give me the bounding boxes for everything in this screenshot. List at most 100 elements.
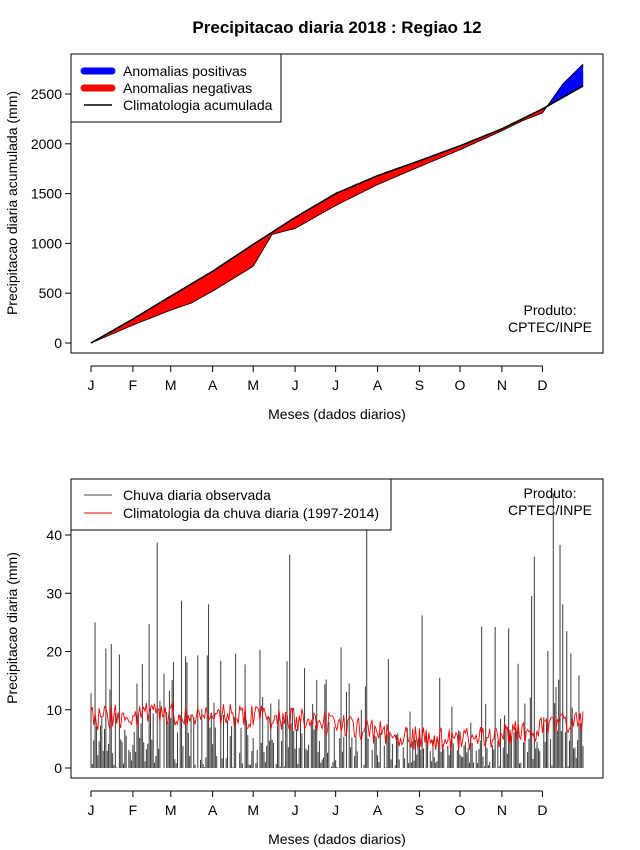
anomaly-segment	[340, 190, 343, 204]
x-tick-label: D	[537, 377, 547, 393]
x-tick-label: M	[247, 377, 259, 393]
legend-label-positive: Anomalias positivas	[123, 63, 247, 79]
anomaly-segment	[246, 247, 248, 271]
anomaly-segment	[154, 304, 157, 317]
anomaly-segment	[355, 184, 358, 196]
figure-title: Precipitacao diaria 2018 : Regiao 12	[192, 18, 481, 37]
anomaly-segment	[361, 181, 363, 194]
product-note-line2: CPTEC/INPE	[508, 319, 592, 335]
anomaly-segment	[339, 190, 342, 204]
anomaly-segment	[189, 283, 192, 304]
anomaly-segment	[382, 172, 385, 183]
anomaly-segment	[320, 201, 323, 215]
anomaly-segment	[309, 207, 312, 221]
anomaly-segment	[380, 173, 382, 184]
anomaly-segment	[351, 185, 354, 198]
anomaly-segment	[347, 187, 350, 200]
anomaly-segment	[331, 194, 334, 209]
anomaly-segment	[152, 305, 155, 318]
anomaly-segment	[162, 299, 165, 314]
x-tick-label: N	[497, 802, 507, 818]
y-tick-label: 0	[54, 335, 62, 351]
anomaly-segment	[217, 266, 220, 289]
anomaly-segment	[166, 297, 169, 313]
x-axis-label: Meses (dados diarios)	[268, 406, 406, 422]
anomaly-segment	[374, 175, 377, 187]
anomaly-segment	[196, 279, 198, 301]
y-tick-label: 2000	[31, 136, 62, 152]
anomaly-segment	[247, 246, 250, 270]
anomaly-segment	[230, 258, 232, 281]
x-tick-label: J	[88, 802, 95, 818]
y-tick-label: 500	[39, 285, 63, 301]
anomaly-segment	[354, 184, 357, 197]
anomaly-segment	[161, 300, 163, 315]
climatology-accumulated-line	[90, 85, 584, 344]
x-tick-label: J	[292, 377, 299, 393]
anomaly-segment	[294, 216, 297, 229]
anomaly-segment	[573, 71, 576, 92]
anomaly-segment	[357, 183, 359, 196]
x-tick-label: M	[165, 802, 177, 818]
x-tick-label: J	[332, 802, 339, 818]
anomaly-segment	[239, 252, 242, 275]
anomaly-segment	[330, 195, 332, 209]
anomaly-segment	[581, 63, 584, 88]
anomaly-segment	[212, 270, 215, 292]
x-tick-label: J	[332, 377, 339, 393]
anomaly-segment	[328, 196, 331, 210]
anomaly-segment	[234, 255, 236, 279]
x-tick-label: F	[129, 802, 138, 818]
anomaly-segment	[184, 287, 186, 306]
anomaly-segment	[165, 298, 167, 313]
legend-label-observed: Chuva diaria observada	[123, 487, 271, 503]
anomaly-segment	[312, 205, 315, 219]
anomaly-segment	[346, 188, 349, 201]
y-tick-label: 40	[46, 527, 62, 543]
y-axis-label: Precipitacao diaria acumulada (mm)	[4, 91, 20, 315]
y-tick-label: 30	[46, 585, 62, 601]
anomaly-segment	[305, 209, 308, 223]
anomaly-segment	[324, 198, 327, 213]
anomaly-segment	[173, 293, 176, 310]
anomaly-segment	[213, 269, 216, 291]
anomaly-segment	[202, 275, 205, 297]
anomaly-segment	[242, 250, 244, 274]
anomaly-segment	[580, 64, 582, 88]
anomaly-segment	[366, 179, 369, 191]
anomaly-segment	[385, 172, 388, 182]
y-axis-label: Precipitacao diaria (mm)	[4, 552, 20, 704]
anomaly-segment	[301, 212, 304, 225]
anomaly-segment	[224, 261, 227, 285]
anomaly-segment	[327, 197, 330, 211]
anomaly-segment	[319, 202, 321, 216]
anomaly-segment	[563, 80, 566, 98]
anomaly-segment	[296, 215, 299, 229]
anomaly-segment	[576, 68, 578, 91]
x-axis-label: Meses (dados diarios)	[268, 831, 406, 847]
anomaly-segment	[350, 186, 353, 199]
anomaly-segment	[204, 274, 207, 297]
anomaly-segment	[209, 271, 212, 294]
x-tick-label: O	[455, 377, 466, 393]
y-tick-label: 20	[46, 644, 62, 660]
anomaly-segment	[251, 244, 254, 268]
y-axis: 0 10 20 30 40	[46, 527, 72, 776]
anomaly-segment	[254, 242, 257, 265]
anomaly-segment	[321, 200, 324, 214]
anomaly-segment	[227, 260, 230, 283]
x-tick-label: A	[373, 802, 383, 818]
anomaly-segment	[248, 245, 251, 270]
y-tick-label: 10	[46, 702, 62, 718]
anomaly-segment	[207, 273, 209, 295]
anomaly-segment	[169, 295, 171, 311]
y-tick-label: 0	[54, 760, 62, 776]
anomaly-segment	[303, 211, 305, 225]
product-note-line2: CPTEC/INPE	[508, 502, 592, 518]
anomaly-segment	[175, 291, 178, 309]
anomaly-segment	[200, 277, 203, 299]
anomaly-segment	[188, 284, 190, 305]
anomaly-segment	[565, 79, 567, 97]
anomaly-segment	[363, 180, 366, 192]
